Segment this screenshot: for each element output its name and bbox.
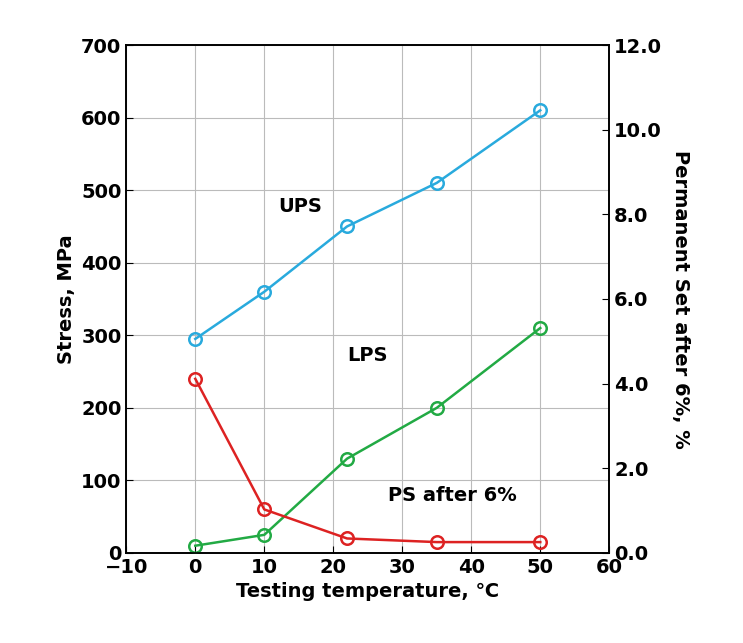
Text: LPS: LPS xyxy=(347,346,388,365)
X-axis label: Testing temperature, ℃: Testing temperature, ℃ xyxy=(236,583,499,601)
Y-axis label: Stress, MPa: Stress, MPa xyxy=(56,234,76,364)
Text: UPS: UPS xyxy=(278,197,322,216)
Text: PS after 6%: PS after 6% xyxy=(389,485,517,505)
Y-axis label: Permanent Set after 6%, %: Permanent Set after 6%, % xyxy=(671,150,690,448)
